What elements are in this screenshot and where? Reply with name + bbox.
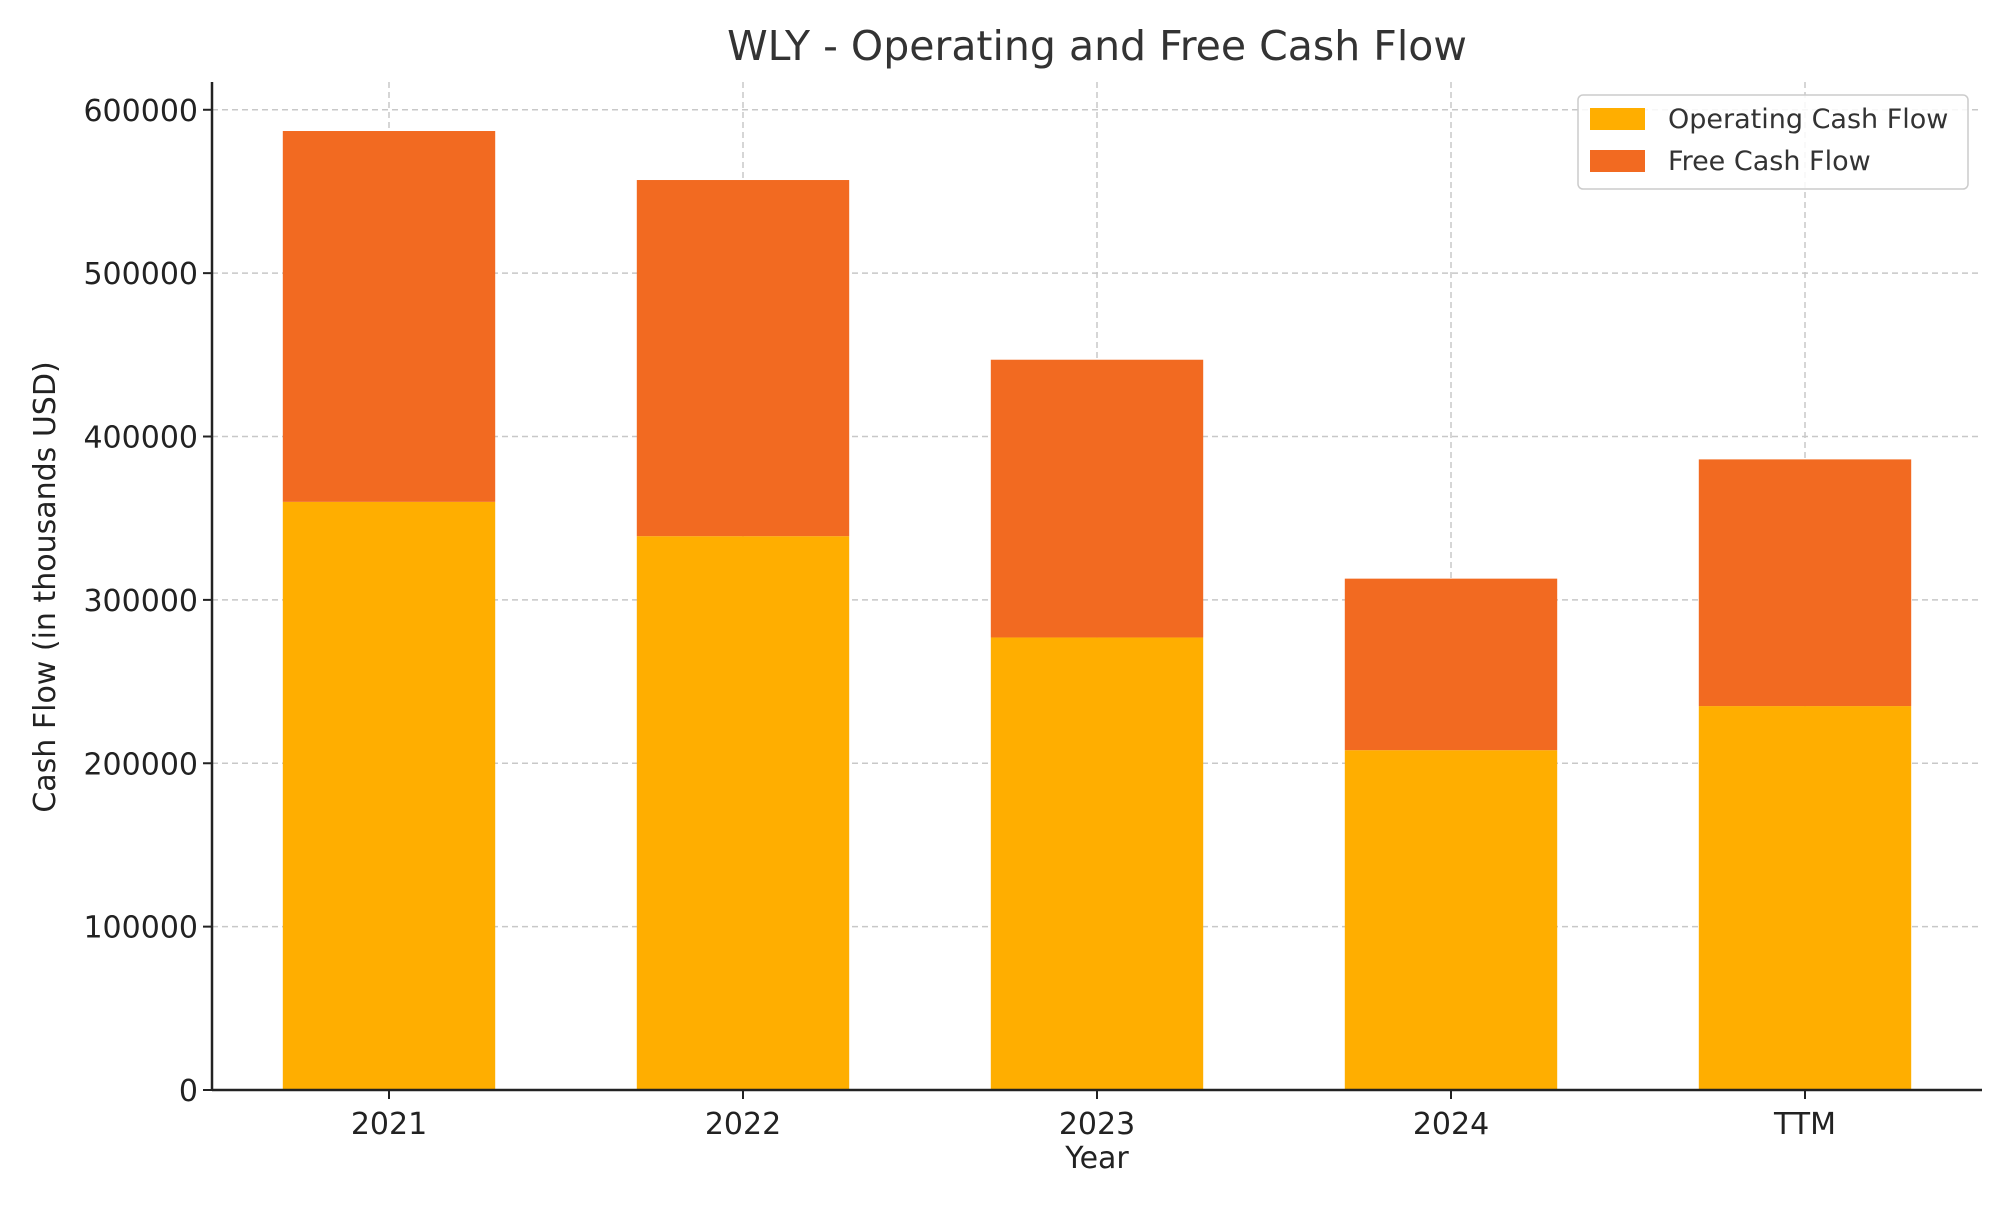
x-tick-label: TTM (1773, 1107, 1836, 1142)
bar-free-2022 (636, 180, 850, 537)
x-tick-label: 2024 (1413, 1107, 1489, 1142)
axes-layer: 0 100000 200000 300000 400000 500000 600000 202… (83, 82, 1982, 1142)
legend-swatch (1590, 150, 1645, 172)
legend: Operating Cash Flow Free Cash Flow (1577, 94, 1969, 190)
bar-operating-2023 (990, 637, 1204, 1090)
y-axis-label: Cash Flow (in thousands USD) (28, 361, 63, 812)
legend-label: Free Cash Flow (1668, 146, 1871, 177)
bar-free-2021 (282, 131, 496, 502)
y-tick-label: 400000 (83, 421, 198, 456)
legend-label: Operating Cash Flow (1668, 104, 1948, 135)
bar-operating-2024 (1344, 750, 1558, 1090)
x-tick-label: 2022 (705, 1107, 781, 1142)
x-tick-label: 2021 (351, 1107, 427, 1142)
y-tick-label: 200000 (83, 747, 198, 782)
bar-operating-2022 (636, 536, 850, 1090)
y-tick-label: 100000 (83, 911, 198, 946)
bar-free-ttm (1698, 459, 1912, 707)
y-tick-label: 600000 (83, 94, 198, 129)
bar-operating-2021 (282, 501, 496, 1090)
legend-box (1577, 94, 1969, 190)
bars-layer (282, 131, 1912, 1090)
legend-swatch (1590, 108, 1645, 130)
bar-free-2023 (990, 359, 1204, 638)
x-tick-label: 2023 (1059, 1107, 1135, 1142)
y-tick-label: 500000 (83, 257, 198, 292)
bar-operating-ttm (1698, 706, 1912, 1090)
y-tick-label: 300000 (83, 584, 198, 619)
chart-title: WLY - Operating and Free Cash Flow (727, 22, 1467, 70)
bar-free-2024 (1344, 578, 1558, 751)
y-tick-label: 0 (179, 1074, 198, 1109)
x-axis-label: Year (1064, 1141, 1129, 1176)
